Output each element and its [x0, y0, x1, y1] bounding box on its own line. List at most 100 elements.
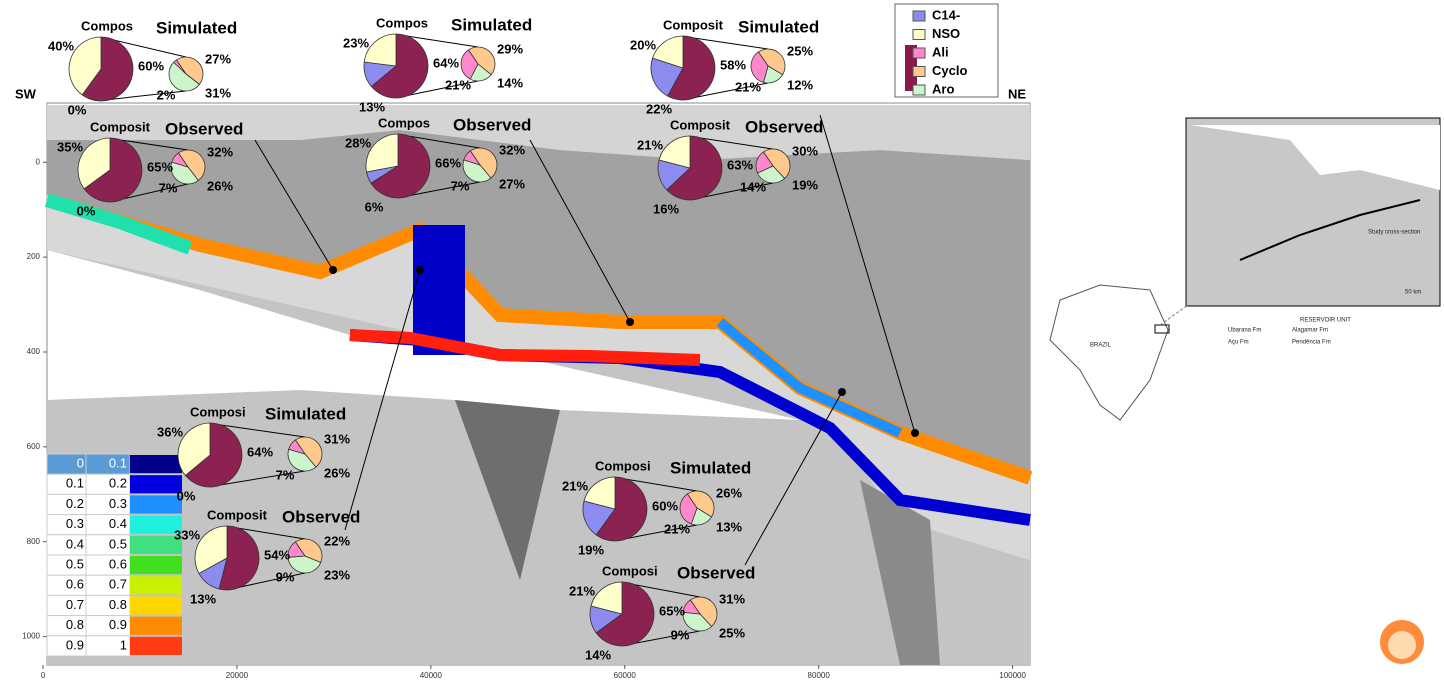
- data-label: 26%: [324, 465, 350, 480]
- y-tick-label: 1000: [22, 632, 40, 641]
- pie-slice: [666, 135, 723, 201]
- legend-label: Aro: [932, 81, 954, 96]
- data-label: 0%: [68, 102, 87, 117]
- legend-swatch: [912, 47, 926, 59]
- connector: [113, 183, 189, 202]
- scale-to: 0.4: [109, 516, 127, 531]
- x-tick-label: 40000: [420, 671, 443, 680]
- pie-slice: [173, 59, 187, 75]
- pie-header: Composit: [670, 117, 731, 132]
- map-annotation: Study cross-section: [1368, 230, 1420, 236]
- pie-slice: [81, 36, 134, 102]
- data-label: 65%: [659, 603, 685, 618]
- data-label: 7%: [276, 467, 295, 482]
- data-label: 26%: [207, 178, 233, 193]
- connector: [104, 37, 187, 58]
- pie-slice: [77, 137, 111, 190]
- data-label: 63%: [727, 157, 753, 172]
- scale-from: 0.6: [66, 577, 84, 592]
- reservoir-layer: [47, 195, 1030, 560]
- legend-swatch: [912, 29, 926, 40]
- data-label: 33%: [174, 527, 200, 542]
- pie-slice: [177, 149, 206, 182]
- pie-slice: [365, 133, 399, 173]
- pie-title: Observed: [453, 115, 531, 134]
- data-label: 21%: [445, 77, 471, 92]
- map-legend-title: RESERVOIR UNIT: [1300, 318, 1351, 324]
- data-label: 13%: [190, 591, 216, 606]
- scale-color: [130, 535, 182, 554]
- pie-header: Compos: [81, 18, 133, 33]
- map-unit: Pendência Fm: [1292, 340, 1331, 346]
- legend-label: NSO: [932, 26, 960, 41]
- data-label: 22%: [646, 101, 672, 116]
- pie-title: Observed: [745, 117, 823, 136]
- data-label: 21%: [562, 478, 588, 493]
- map-unit: Açu Fm: [1228, 340, 1249, 346]
- scale-color: [130, 556, 182, 575]
- data-label: 22%: [324, 533, 350, 548]
- pie-slice: [168, 61, 201, 92]
- pie-slice: [750, 51, 769, 83]
- scale-from: 0.8: [66, 617, 84, 632]
- data-label: 9%: [671, 627, 690, 642]
- data-label: 32%: [207, 144, 233, 159]
- pie-slice: [582, 500, 616, 536]
- brazil-outline: [1049, 284, 1169, 421]
- data-label: 30%: [792, 143, 818, 158]
- connector: [399, 80, 479, 98]
- well-link: [819, 114, 916, 434]
- scale-color: [130, 596, 182, 615]
- data-label: 7%: [159, 180, 178, 195]
- x-tick-label: 0: [41, 671, 46, 680]
- pie-slice: [194, 525, 228, 574]
- pie-slice: [171, 152, 189, 168]
- upper-reservoir: [44, 193, 193, 255]
- pie-slice: [689, 596, 718, 628]
- data-label: 40%: [48, 38, 74, 53]
- pie-slice: [218, 525, 260, 591]
- pie-slice: [460, 49, 479, 80]
- scale-from: 0: [77, 456, 84, 471]
- connector: [625, 630, 701, 646]
- pie-title: Simulated: [156, 18, 237, 37]
- pie-header: Composi: [595, 458, 651, 473]
- scale-to: 0.1: [109, 456, 127, 471]
- left-label: SW: [15, 86, 37, 101]
- map-unit: Alagamar Fm: [1292, 328, 1328, 334]
- data-label: 14%: [585, 647, 611, 662]
- data-label: 31%: [719, 591, 745, 606]
- fault-block: [860, 480, 940, 665]
- data-label: 14%: [740, 179, 766, 194]
- scale-color: [130, 515, 182, 534]
- pie-slice: [463, 150, 481, 166]
- connector: [230, 572, 306, 590]
- x-tick-label: 60000: [614, 671, 637, 680]
- pie-slice: [170, 161, 199, 185]
- map-scale: 50 km: [1405, 290, 1421, 296]
- data-label: 19%: [792, 177, 818, 192]
- pie-slice: [469, 147, 498, 179]
- upper-reservoir: [716, 318, 903, 438]
- connector: [230, 526, 306, 540]
- connector: [618, 524, 698, 541]
- pie-title: Simulated: [738, 17, 819, 36]
- legend-swatch: [912, 66, 926, 77]
- trough: [455, 400, 560, 580]
- data-label: 23%: [343, 35, 369, 50]
- connector: [213, 423, 306, 438]
- scale-to: 0.3: [109, 496, 127, 511]
- data-label: 28%: [345, 135, 371, 150]
- connector: [401, 181, 481, 198]
- pie-slice: [595, 581, 655, 647]
- pie-slice: [287, 555, 322, 574]
- data-label: 13%: [359, 99, 385, 114]
- x-tick-label: 80000: [808, 671, 831, 680]
- data-label: 65%: [147, 159, 173, 174]
- data-label: 35%: [57, 139, 83, 154]
- data-label: 25%: [719, 625, 745, 640]
- pie-slice: [679, 493, 698, 525]
- upper-layer: [47, 105, 1030, 160]
- pie-slice: [762, 148, 791, 180]
- pie-slice: [682, 611, 713, 632]
